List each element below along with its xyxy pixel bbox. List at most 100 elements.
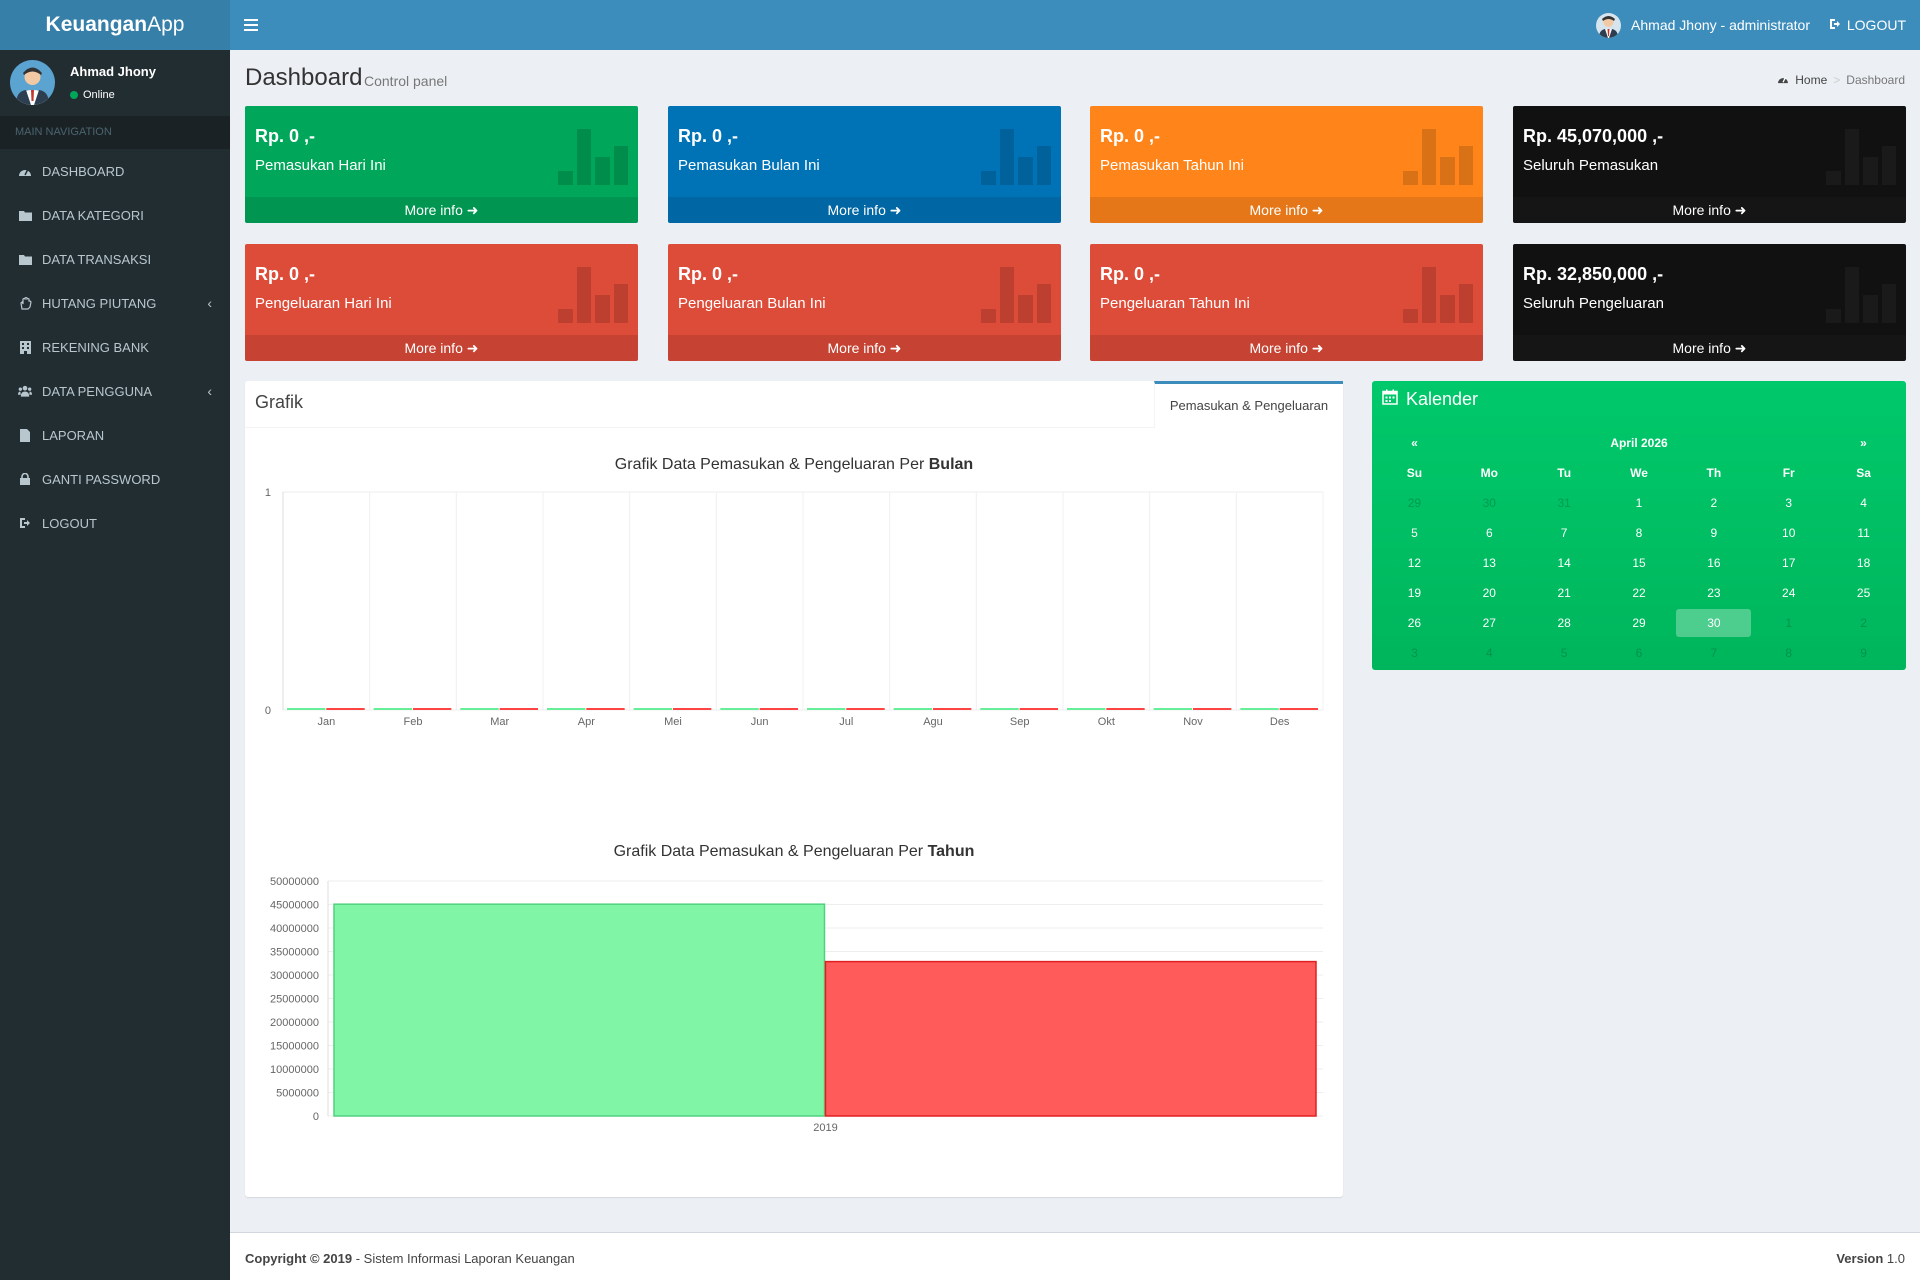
avatar-icon xyxy=(1596,12,1622,38)
calendar-day[interactable]: 5 xyxy=(1411,526,1418,540)
calendar-day[interactable]: 6 xyxy=(1635,646,1643,660)
bar xyxy=(633,708,672,710)
calendar-day[interactable]: 18 xyxy=(1856,556,1871,570)
calendar-day[interactable]: 5 xyxy=(1560,646,1568,660)
bar xyxy=(547,708,586,710)
calendar-day[interactable]: 25 xyxy=(1856,586,1871,600)
bar-chart-icon xyxy=(1826,267,1896,323)
calendar-day[interactable]: 2 xyxy=(1710,496,1718,510)
calendar-day[interactable]: 16 xyxy=(1707,556,1721,570)
sidebar-item-data-pengguna[interactable]: DATA PENGGUNA ‹ xyxy=(0,369,230,413)
calendar-month-label[interactable]: April 2026 xyxy=(1610,436,1668,450)
bar-chart-icon xyxy=(981,267,1051,323)
logout-link[interactable]: LOGOUT xyxy=(1829,0,1906,50)
calendar-day[interactable]: 10 xyxy=(1782,526,1796,540)
calendar-day[interactable]: 9 xyxy=(1710,526,1718,540)
calendar-day[interactable]: 7 xyxy=(1710,646,1718,660)
sidebar-item-logout[interactable]: LOGOUT xyxy=(0,501,230,545)
calendar-day[interactable]: 31 xyxy=(1557,496,1571,510)
x-tick-label: 2019 xyxy=(813,1122,837,1134)
sidebar-item-data-transaksi[interactable]: DATA TRANSAKSI xyxy=(0,237,230,281)
file-icon xyxy=(18,428,32,442)
calendar-day[interactable]: 22 xyxy=(1632,586,1646,600)
more-info-link[interactable]: More info ➜ xyxy=(245,197,638,223)
more-info-link[interactable]: More info ➜ xyxy=(1672,202,1747,218)
calendar-day[interactable]: 11 xyxy=(1857,526,1870,540)
calendar-day[interactable]: 7 xyxy=(1560,526,1568,540)
stat-label: Pemasukan Tahun Ini xyxy=(1100,157,1244,174)
bar xyxy=(1279,708,1318,710)
calendar-day[interactable]: 8 xyxy=(1785,646,1793,660)
bar xyxy=(499,708,538,710)
x-tick-label: Feb xyxy=(404,716,423,728)
calendar-day[interactable]: 15 xyxy=(1632,556,1646,570)
stat-amount: Rp. 0 ,- xyxy=(1100,264,1161,284)
calendar-day[interactable]: 9 xyxy=(1860,646,1867,660)
calendar-day[interactable]: 21 xyxy=(1557,586,1571,600)
calendar-day[interactable]: 23 xyxy=(1707,586,1721,600)
x-tick-label: Jul xyxy=(839,716,853,728)
calendar-next-button[interactable]: » xyxy=(1860,436,1867,450)
app-logo[interactable]: KeuanganApp xyxy=(0,0,230,50)
calendar-day[interactable]: 13 xyxy=(1482,556,1496,570)
calendar-day[interactable]: 26 xyxy=(1407,616,1422,630)
sidebar-item-hutang-piutang[interactable]: HUTANG PIUTANG ‹ xyxy=(0,281,230,325)
stat-amount: Rp. 45,070,000 ,- xyxy=(1523,126,1664,146)
x-tick-label: Sep xyxy=(1010,716,1030,728)
calendar-day[interactable]: 4 xyxy=(1860,496,1867,510)
calendar-day[interactable]: 30 xyxy=(1482,496,1496,510)
calendar-day[interactable]: 6 xyxy=(1485,526,1493,540)
calendar-day[interactable]: 29 xyxy=(1632,616,1646,630)
lock-icon xyxy=(18,472,32,486)
calendar-day[interactable]: 24 xyxy=(1782,586,1796,600)
stat-label: Pengeluaran Tahun Ini xyxy=(1100,295,1250,312)
bar-chart-icon xyxy=(1826,129,1896,185)
calendar-day[interactable]: 17 xyxy=(1782,556,1796,570)
bar xyxy=(373,708,412,710)
stat-amount: Rp. 0 ,- xyxy=(255,264,316,284)
tab-pemasukan-pengeluaran[interactable]: Pemasukan & Pengeluaran xyxy=(1154,381,1343,428)
hand-icon xyxy=(18,296,32,310)
footer-copyright: Copyright © 2019 - Sistem Informasi Lapo… xyxy=(245,1251,575,1266)
bar xyxy=(586,708,625,710)
calendar-day[interactable]: 3 xyxy=(1785,496,1793,510)
calendar-prev-button[interactable]: « xyxy=(1411,436,1418,450)
user-menu[interactable]: Ahmad Jhony - administrator xyxy=(1596,0,1810,50)
sidebar-item-dashboard[interactable]: DASHBOARD xyxy=(0,149,230,193)
bar xyxy=(287,708,326,710)
calendar-day[interactable]: 1 xyxy=(1785,616,1793,630)
sidebar-item-data-kategori[interactable]: DATA KATEGORI xyxy=(0,193,230,237)
sidebar-toggle-icon[interactable] xyxy=(244,15,258,35)
calendar-day[interactable]: 27 xyxy=(1482,616,1496,630)
sidebar-item-laporan[interactable]: LAPORAN xyxy=(0,413,230,457)
sidebar-item-rekening-bank[interactable]: REKENING BANK xyxy=(0,325,230,369)
calendar-day[interactable]: 12 xyxy=(1407,556,1422,570)
arrow-circle-right-icon: ➜ xyxy=(466,202,479,218)
weekday-label: Mo xyxy=(1480,466,1498,480)
more-info-link[interactable]: More info ➜ xyxy=(1090,335,1483,361)
calendar-day[interactable]: 28 xyxy=(1557,616,1571,630)
breadcrumb-home[interactable]: Home xyxy=(1795,73,1828,87)
calendar-day[interactable]: 14 xyxy=(1557,556,1571,570)
calendar-day[interactable]: 8 xyxy=(1635,526,1643,540)
calendar-box: Kalender « April 2026 » Su Mo Tu We Th F… xyxy=(1372,381,1906,670)
calendar-day[interactable]: 3 xyxy=(1411,646,1418,660)
user-panel: Ahmad Jhony Online xyxy=(0,50,230,116)
calendar-day[interactable]: 1 xyxy=(1635,496,1643,510)
more-info-link[interactable]: More info ➜ xyxy=(668,197,1061,223)
calendar-day[interactable]: 20 xyxy=(1482,586,1496,600)
user-status[interactable]: Online xyxy=(70,89,115,101)
more-info-link[interactable]: More info ➜ xyxy=(668,335,1061,361)
calendar-day[interactable]: 29 xyxy=(1407,496,1422,510)
more-info-link[interactable]: More info ➜ xyxy=(1672,340,1747,356)
calendar-day[interactable]: 19 xyxy=(1407,586,1422,600)
sidebar-item-ganti-password[interactable]: GANTI PASSWORD xyxy=(0,457,230,501)
bar xyxy=(326,708,365,710)
calendar-day[interactable]: 4 xyxy=(1485,646,1493,660)
stat-box-pengeluaran-tahun-ini: Rp. 0 ,- Pengeluaran Tahun Ini More info… xyxy=(1090,244,1483,361)
chart-yearly: 0 5000000 10000000 15000000 20000000 25000000… xyxy=(270,876,1323,1134)
more-info-link[interactable]: More info ➜ xyxy=(1090,197,1483,223)
more-info-link[interactable]: More info ➜ xyxy=(245,335,638,361)
calendar-day[interactable]: 30 xyxy=(1676,609,1752,637)
calendar-day[interactable]: 2 xyxy=(1860,616,1867,630)
